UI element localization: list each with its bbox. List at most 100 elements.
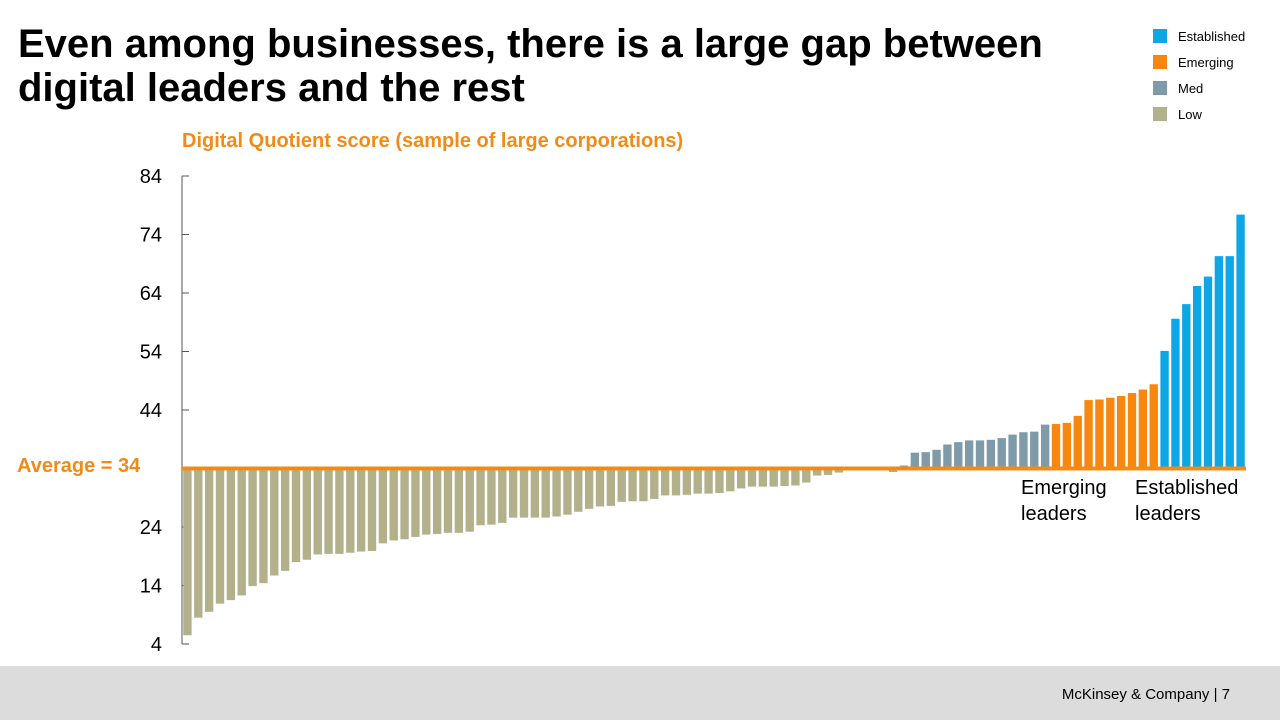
bar-med	[1008, 434, 1017, 469]
bar-low	[302, 468, 312, 560]
bar-low	[194, 468, 203, 618]
bar-established	[1160, 350, 1169, 469]
legend-swatch-low	[1153, 107, 1167, 121]
bar-low	[726, 468, 735, 492]
bar-med	[1019, 432, 1028, 469]
bar-emerging	[1073, 415, 1082, 469]
bar-low	[671, 468, 681, 496]
legend-label-emerging: Emerging	[1178, 54, 1234, 70]
bar-low	[791, 468, 800, 486]
legend-label-med: Med	[1178, 80, 1204, 96]
bar-low	[584, 468, 594, 509]
bar-low	[335, 468, 344, 554]
bar-low	[563, 468, 572, 515]
y-tick-label: 44	[140, 400, 162, 422]
bar-low	[291, 468, 301, 563]
bar-low	[758, 468, 768, 487]
bar-low	[530, 468, 540, 518]
bar-med	[997, 438, 1006, 469]
bar-low	[400, 468, 409, 540]
bar-low	[346, 468, 355, 553]
bar-emerging	[1116, 395, 1126, 469]
bar-low	[552, 468, 561, 517]
bar-low	[769, 468, 778, 487]
bar-low	[780, 468, 789, 487]
bar-low	[389, 468, 398, 541]
bar-low	[736, 468, 746, 489]
bar-emerging	[1062, 422, 1072, 469]
bar-emerging	[1127, 393, 1137, 469]
bar-established	[1225, 256, 1234, 469]
bar-low	[628, 468, 637, 502]
y-tick-label: 14	[140, 576, 162, 598]
y-tick-label: 54	[140, 342, 162, 364]
bar-emerging	[1084, 400, 1093, 469]
bar-emerging	[1138, 389, 1148, 469]
bar-med	[1030, 431, 1039, 469]
bar-low	[639, 468, 648, 502]
bar-low	[215, 468, 225, 604]
bar-low	[487, 468, 496, 525]
bar-low	[270, 468, 279, 576]
bar-low	[519, 468, 529, 518]
bar-med	[964, 440, 974, 469]
bar-low	[422, 468, 431, 535]
bar-med	[932, 449, 941, 469]
bar-low	[443, 468, 453, 533]
bar-low	[693, 468, 702, 494]
bar-low	[508, 468, 518, 518]
bar-established	[1214, 256, 1224, 469]
bar-low	[280, 468, 290, 571]
legend-swatch-established	[1153, 29, 1167, 43]
bar-low	[237, 468, 246, 596]
legend-item-established: Established	[1153, 23, 1245, 49]
legend-label-low: Low	[1178, 106, 1202, 122]
bar-low	[411, 468, 420, 537]
bar-emerging	[1051, 424, 1061, 469]
bar-low	[747, 468, 757, 487]
y-tick-label: 4	[151, 634, 162, 656]
footer-text: McKinsey & Company | 7	[1061, 686, 1230, 703]
bar-med	[975, 440, 985, 469]
bar-low	[226, 468, 236, 601]
bar-established	[1236, 214, 1245, 469]
y-tick-label: 24	[140, 517, 162, 539]
legend-swatch-med	[1153, 81, 1167, 95]
legend: Established Emerging Med Low	[1153, 23, 1245, 127]
bar-low	[541, 468, 550, 518]
y-tick-label: 74	[140, 225, 162, 247]
bar-low	[313, 468, 322, 555]
bar-low	[704, 468, 713, 494]
bar-med	[921, 452, 930, 469]
bar-low	[183, 468, 192, 636]
bar-low	[650, 468, 659, 499]
bar-low	[606, 468, 616, 506]
bar-low	[204, 468, 214, 612]
bar-low	[660, 468, 670, 496]
bar-med	[910, 452, 920, 469]
bar-low	[432, 468, 442, 535]
bar-low	[465, 468, 474, 532]
dq-bar-chart: 84 74 64 54 44 24 14 4	[140, 166, 1246, 656]
bar-emerging	[1106, 397, 1115, 469]
slide-title: Even among businesses, there is a large …	[18, 22, 1043, 110]
footer-bar: McKinsey & Company | 7	[0, 666, 1280, 720]
legend-swatch-emerging	[1153, 55, 1167, 69]
legend-item-emerging: Emerging	[1153, 49, 1245, 75]
bar-low	[378, 468, 388, 544]
legend-item-low: Low	[1153, 101, 1245, 127]
chart-title: Digital Quotient score (sample of large …	[182, 130, 684, 152]
bar-low	[356, 468, 366, 552]
bar-low	[248, 468, 257, 587]
bar-low	[574, 468, 583, 512]
bar-low	[324, 468, 333, 554]
bar-established	[1171, 318, 1180, 469]
bar-low	[715, 468, 724, 494]
bar-low	[595, 468, 605, 507]
bar-emerging	[1149, 384, 1158, 469]
y-tick-label: 64	[140, 283, 162, 305]
bar-med	[1040, 424, 1050, 469]
bar-low	[617, 468, 626, 502]
bar-low	[476, 468, 485, 526]
average-label: Average = 34	[17, 455, 141, 477]
